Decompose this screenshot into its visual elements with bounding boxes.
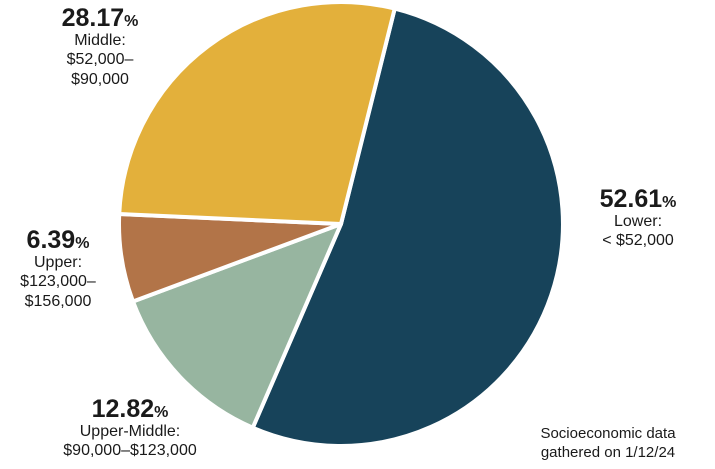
slice-category-middle: Middle: $52,000– $90,000 xyxy=(66,32,134,88)
slice-label-upper: 6.39% Upper: $123,000– $156,000 xyxy=(3,227,113,311)
pie-slice-lower xyxy=(250,6,565,448)
slice-label-upper-middle: 12.82% Upper-Middle: $90,000–$123,000 xyxy=(40,396,220,461)
slice-value-upper: 6.39% xyxy=(26,226,90,254)
pie-slices xyxy=(116,0,565,448)
slice-value-upper-middle: 12.82% xyxy=(91,395,169,423)
slice-category-upper: Upper: $123,000– $156,000 xyxy=(20,254,96,310)
slice-value-lower: 52.61% xyxy=(599,185,677,213)
slice-value-middle: 28.17% xyxy=(61,4,139,32)
data-source-note: Socioeconomic data gathered on 1/12/24 xyxy=(540,425,676,461)
slice-category-upper-middle: Upper-Middle: $90,000–$123,000 xyxy=(63,423,197,460)
pie-slice-upper-middle xyxy=(130,222,343,430)
slice-label-lower: 52.61% Lower: < $52,000 xyxy=(583,186,693,251)
pie-slice-middle xyxy=(117,0,397,226)
slice-category-lower: Lower: < $52,000 xyxy=(602,213,674,250)
slice-label-middle: 28.17% Middle: $52,000– $90,000 xyxy=(45,5,155,89)
